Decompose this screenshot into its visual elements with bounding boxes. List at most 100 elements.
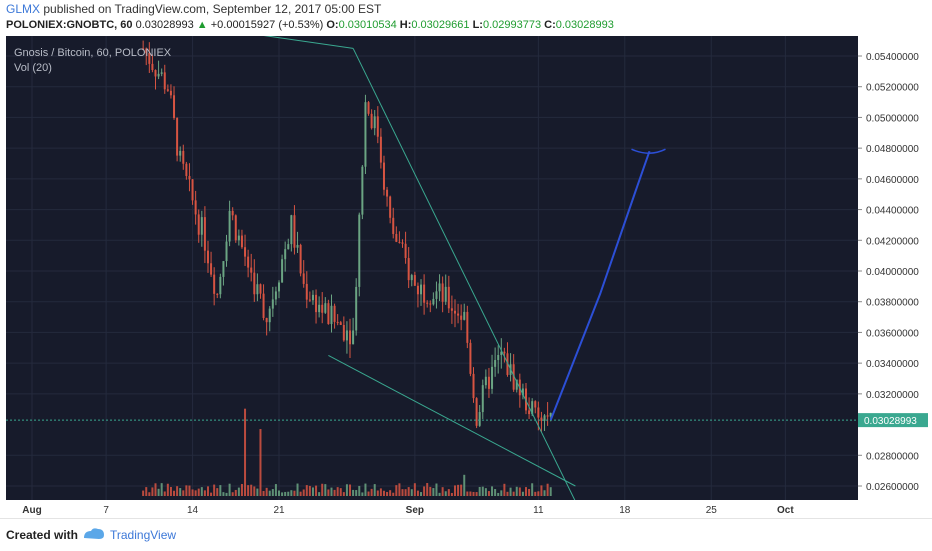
time-axis[interactable]: Aug 7 14 21 Sep 11 18 25 Oct <box>6 500 858 518</box>
volume-bar <box>290 490 293 496</box>
candle-body <box>389 196 392 218</box>
last-price: 0.03028993 <box>135 19 194 31</box>
time-axis-label: Sep <box>406 505 424 516</box>
volume-bar <box>203 490 206 496</box>
legend-indicator[interactable]: Vol (20) <box>14 62 52 74</box>
candle-body <box>148 52 151 64</box>
chart-header: GLMX published on TradingView.com, Septe… <box>0 0 932 36</box>
volume-bar <box>216 488 219 496</box>
volume-bar <box>484 488 487 496</box>
candle-body <box>497 354 500 361</box>
candle-body <box>318 304 321 313</box>
candle-body <box>160 72 163 74</box>
candle-body <box>324 303 327 313</box>
volume-bar <box>302 489 305 496</box>
open-label: O: <box>326 19 339 31</box>
volume-bar <box>453 485 456 496</box>
volume-bar <box>265 487 268 496</box>
volume-bar <box>355 490 358 496</box>
candle-body <box>299 244 302 274</box>
candle-body <box>395 233 398 242</box>
candle-body <box>185 163 188 176</box>
volume-bar <box>358 485 361 496</box>
volume-bar <box>339 488 342 496</box>
candle-body <box>206 250 209 264</box>
volume-bar <box>373 484 376 496</box>
volume-bar <box>444 491 447 496</box>
candle-body <box>244 247 247 257</box>
candle-body <box>352 330 355 345</box>
created-with-label: Created with <box>6 528 79 542</box>
candle-body <box>274 291 277 300</box>
footer: Created with TradingView <box>0 518 932 551</box>
volume-bar <box>466 491 469 496</box>
volume-bar <box>296 483 299 496</box>
low-label: L: <box>472 19 483 31</box>
price-axis-label: 0.03400000 <box>866 359 919 370</box>
candle-body <box>376 116 379 137</box>
candle-body <box>182 150 185 164</box>
price-axis[interactable]: 0.05400000 0.05200000 0.05000000 0.04800000… <box>858 36 932 500</box>
tradingview-logo-icon <box>82 526 106 547</box>
volume-bar <box>151 487 154 496</box>
trendline <box>263 36 354 49</box>
volume-bar <box>222 492 225 496</box>
volume-bar <box>330 487 333 496</box>
volume-bar <box>503 483 506 496</box>
candle-body <box>342 324 345 341</box>
author-link[interactable]: GLMX <box>6 2 41 16</box>
candle-body <box>222 261 225 277</box>
volume-bar <box>370 488 373 496</box>
chart-legend: Gnosis / Bitcoin, 60, POLONIEX Vol (20) <box>14 46 171 76</box>
volume-bar <box>398 483 401 496</box>
candle-body <box>484 376 487 386</box>
volume-bar <box>244 408 247 496</box>
price-chart[interactable] <box>6 36 858 500</box>
volume-bar <box>342 492 345 496</box>
high-value: 0.03029661 <box>411 19 470 31</box>
candle-body <box>302 273 305 284</box>
candle-body <box>247 256 250 268</box>
candle-body <box>305 283 308 300</box>
volume-bar <box>324 484 327 496</box>
candle-body <box>327 303 330 325</box>
candle-body <box>268 308 271 323</box>
volume-bar <box>531 483 534 496</box>
volume-bar <box>191 489 194 496</box>
candle-body <box>478 412 481 426</box>
trendline <box>352 48 576 500</box>
volume-bar <box>142 490 145 496</box>
volume-bar <box>231 492 234 496</box>
chart-pane[interactable]: Gnosis / Bitcoin, 60, POLONIEX Vol (20) <box>6 36 858 500</box>
price-axis-label: 0.04000000 <box>866 267 919 278</box>
candle-body <box>339 322 342 325</box>
price-axis-label: 0.05400000 <box>866 52 919 63</box>
volume-bar <box>185 485 188 496</box>
volume-bar <box>182 490 185 496</box>
candle-body <box>463 311 466 320</box>
candle-body <box>228 210 231 242</box>
volume-bar <box>281 492 284 496</box>
candle-body <box>237 235 240 241</box>
low-value: 0.02993773 <box>482 19 542 31</box>
candle-body <box>407 258 410 281</box>
time-axis-label: 11 <box>533 505 544 516</box>
symbol-label: POLONIEX:GNOBTC, 60 <box>6 19 133 31</box>
time-axis-label: 25 <box>706 505 718 516</box>
candle-body <box>447 286 450 309</box>
legend-title: Gnosis / Bitcoin, 60, POLONIEX <box>14 47 172 59</box>
volume-bar <box>497 492 500 496</box>
volume-bar <box>521 491 524 496</box>
volume-bar <box>271 489 274 496</box>
candle-body <box>404 243 407 259</box>
volume-bar <box>537 491 540 496</box>
volume-bar <box>197 488 200 496</box>
volume-bar <box>469 491 472 496</box>
tradingview-link[interactable]: TradingView <box>110 528 177 542</box>
candle-body <box>231 210 234 216</box>
candle-body <box>481 385 484 413</box>
volume-bar <box>163 491 166 496</box>
candle-body <box>546 415 549 417</box>
candle-body <box>392 217 395 234</box>
volume-bar <box>460 484 463 496</box>
